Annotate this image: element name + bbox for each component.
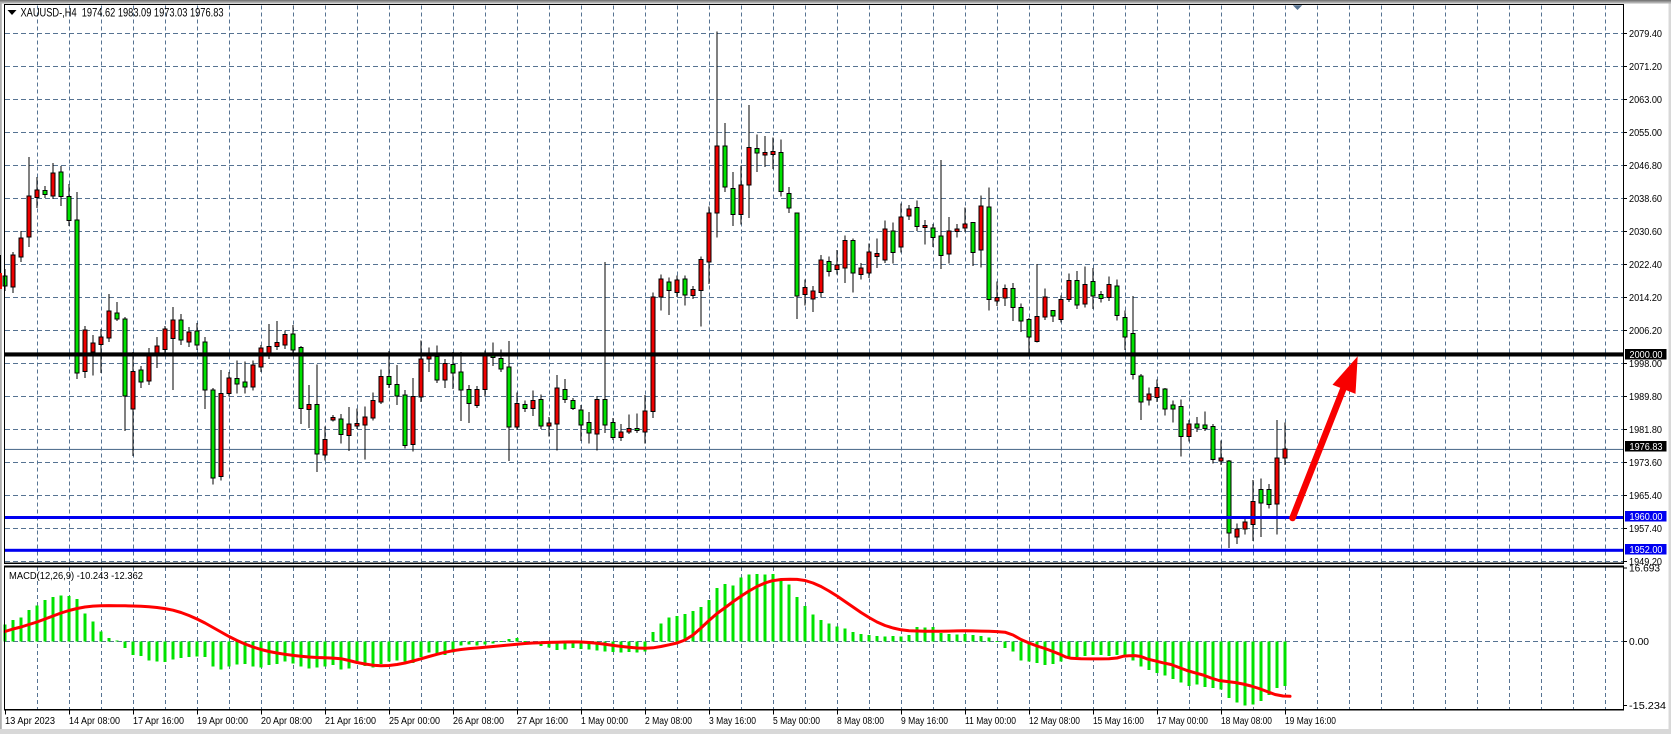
svg-text:8 May 08:00: 8 May 08:00 [837,716,884,727]
svg-text:1965.40: 1965.40 [1629,491,1662,502]
svg-text:MACD(12,26,9) -10.243 -12.362: MACD(12,26,9) -10.243 -12.362 [9,571,143,582]
svg-text:26 Apr 08:00: 26 Apr 08:00 [453,716,504,727]
svg-text:12 May 08:00: 12 May 08:00 [1029,716,1080,727]
svg-text:9 May 16:00: 9 May 16:00 [901,716,948,727]
svg-text:5 May 00:00: 5 May 00:00 [773,716,820,727]
svg-text:18 May 08:00: 18 May 08:00 [1221,716,1272,727]
svg-text:1957.40: 1957.40 [1629,524,1662,535]
svg-text:2022.40: 2022.40 [1629,260,1662,271]
svg-text:16.693: 16.693 [1629,564,1660,575]
svg-text:2079.40: 2079.40 [1629,29,1662,40]
svg-text:2030.60: 2030.60 [1629,227,1662,238]
svg-text:20 Apr 08:00: 20 Apr 08:00 [261,716,312,727]
svg-text:1998.00: 1998.00 [1629,359,1662,370]
svg-text:2071.20: 2071.20 [1629,62,1662,73]
svg-text:13 Apr 2023: 13 Apr 2023 [5,716,55,727]
svg-text:XAUUSD-,H4 1974.62 1983.09 19: XAUUSD-,H4 1974.62 1983.09 1973.03 1976.… [21,6,224,20]
svg-text:1976.83: 1976.83 [1630,442,1663,453]
svg-text:1973.60: 1973.60 [1629,458,1662,469]
svg-text:1981.80: 1981.80 [1629,425,1662,436]
svg-text:2046.80: 2046.80 [1629,161,1662,172]
svg-text:1949.20: 1949.20 [1629,557,1662,568]
svg-text:2014.20: 2014.20 [1629,293,1662,304]
svg-text:19 Apr 00:00: 19 Apr 00:00 [197,716,248,727]
svg-text:17 Apr 16:00: 17 Apr 16:00 [133,716,184,727]
svg-text:2055.00: 2055.00 [1629,128,1662,139]
svg-text:1989.80: 1989.80 [1629,392,1662,403]
svg-text:2063.00: 2063.00 [1629,95,1662,106]
svg-text:15 May 16:00: 15 May 16:00 [1093,716,1144,727]
svg-text:1960.00: 1960.00 [1630,512,1663,523]
svg-text:2006.20: 2006.20 [1629,326,1662,337]
svg-text:0.00: 0.00 [1629,637,1649,648]
svg-text:14 Apr 08:00: 14 Apr 08:00 [69,716,120,727]
svg-text:1 May 00:00: 1 May 00:00 [581,716,628,727]
svg-text:-15.234: -15.234 [1629,701,1666,712]
svg-text:1952.00: 1952.00 [1630,545,1663,556]
svg-text:17 May 00:00: 17 May 00:00 [1157,716,1208,727]
svg-text:27 Apr 16:00: 27 Apr 16:00 [517,716,568,727]
svg-text:2038.60: 2038.60 [1629,194,1662,205]
svg-text:2 May 08:00: 2 May 08:00 [645,716,692,727]
svg-text:21 Apr 16:00: 21 Apr 16:00 [325,716,376,727]
svg-text:19 May 16:00: 19 May 16:00 [1285,716,1336,727]
svg-text:25 Apr 00:00: 25 Apr 00:00 [389,716,440,727]
svg-text:11 May 00:00: 11 May 00:00 [965,716,1016,727]
svg-text:2000.00: 2000.00 [1630,350,1663,361]
svg-text:3 May 16:00: 3 May 16:00 [709,716,756,727]
